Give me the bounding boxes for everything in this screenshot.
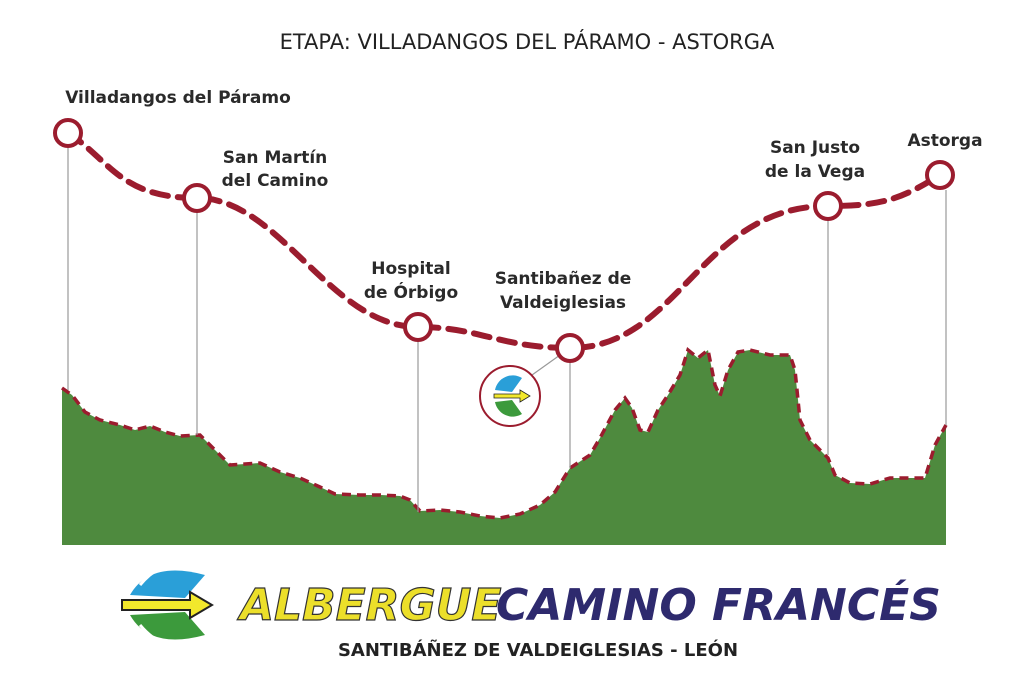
stop-label: Hospital de Órbigo bbox=[364, 259, 458, 303]
stop-node bbox=[555, 333, 585, 363]
label-line: de la Vega bbox=[765, 162, 865, 182]
stop-node bbox=[813, 191, 843, 221]
label-line: Santibañez de bbox=[495, 269, 632, 289]
label-line: San Martín bbox=[223, 148, 328, 168]
label-line: San Justo bbox=[770, 138, 860, 158]
connector bbox=[531, 354, 561, 376]
stop-node bbox=[53, 118, 83, 148]
label-line: Valdeiglesias bbox=[500, 293, 626, 313]
elevation-profile bbox=[62, 350, 946, 545]
stop-label: San Justo de la Vega bbox=[765, 138, 865, 182]
label-line: del Camino bbox=[222, 171, 329, 191]
label-line: Hospital bbox=[371, 259, 450, 279]
stop-label: Astorga bbox=[907, 131, 982, 151]
logo-word1: ALBERGUE bbox=[237, 580, 501, 631]
logo-word2: CAMINO FRANCÉS bbox=[496, 578, 941, 631]
stop-node bbox=[925, 160, 955, 190]
stop-label: San Martín del Camino bbox=[222, 148, 329, 191]
badge bbox=[479, 365, 541, 427]
label-line: de Órbigo bbox=[364, 281, 458, 303]
stop-node bbox=[403, 312, 433, 342]
title: ETAPA: VILLADANGOS DEL PÁRAMO - ASTORGA bbox=[280, 29, 775, 54]
stop-node bbox=[182, 183, 212, 213]
stop-label: Villadangos del Páramo bbox=[65, 88, 291, 108]
elevation-outline bbox=[60, 346, 948, 520]
logo-icon bbox=[121, 561, 214, 649]
stop-nodes bbox=[53, 118, 955, 363]
logo-subtitle: SANTIBÁÑEZ DE VALDEIGLESIAS - LEÓN bbox=[338, 638, 738, 661]
stop-label: Santibañez de Valdeiglesias bbox=[495, 269, 632, 313]
connector-lines bbox=[67, 148, 947, 512]
